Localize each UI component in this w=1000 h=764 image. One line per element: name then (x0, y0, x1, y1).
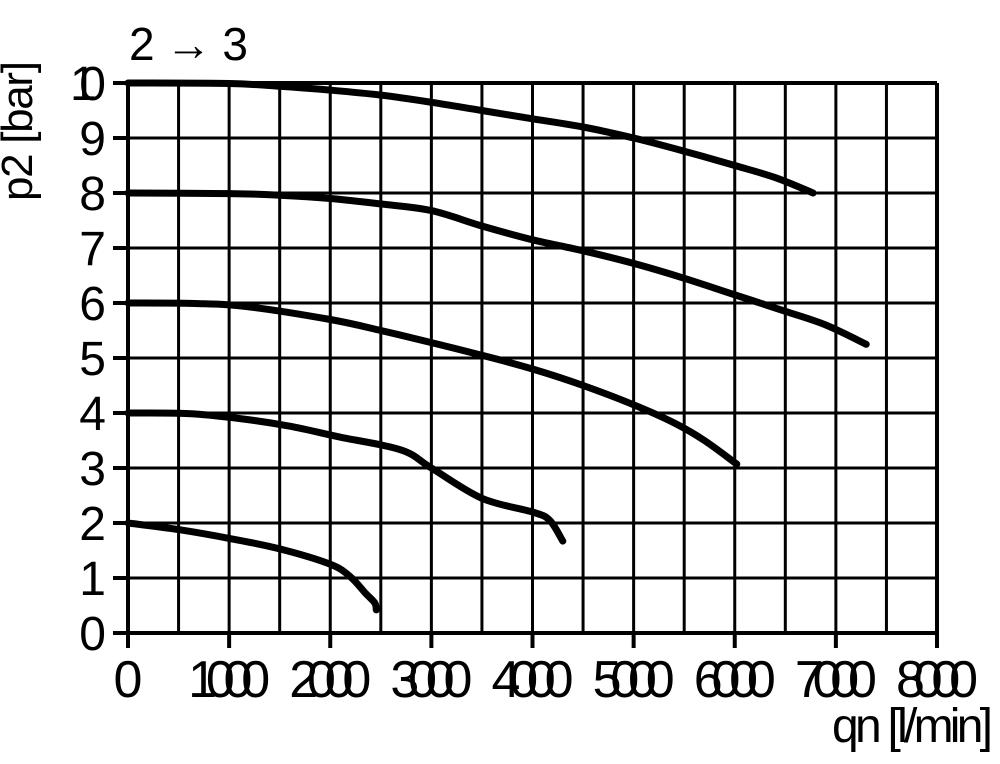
tick-labels-layer: 0 1000 2000 3000 4000 5000 6000 7000 8000 0123456… (70, 58, 978, 709)
x-tick-label: 0 (114, 651, 143, 709)
grid-layer (126, 81, 939, 635)
curve-p2-10bar (124, 79, 817, 197)
x-tick-label: 5000 (593, 651, 675, 709)
x-tick-label: 2000 (289, 651, 371, 709)
y-tick-label: 7 (79, 223, 106, 276)
ticks-layer (113, 81, 939, 648)
curve-p2-4bar (124, 409, 567, 545)
y-axis-title: p2 [bar] (0, 61, 42, 201)
y-tick-label: 5 (79, 333, 106, 386)
y-tick-label: 3 (79, 443, 106, 496)
y-tick-label: 0 (79, 608, 106, 661)
x-tick-label: 1000 (188, 651, 270, 709)
x-axis-title: qn [l/min] (832, 700, 993, 753)
y-tick-label: 10 (70, 58, 106, 111)
curve-p2-6bar (124, 299, 741, 468)
y-tick-label: 6 (79, 278, 106, 331)
curve-p2-8bar (124, 189, 870, 348)
curve-p2-2bar (124, 519, 380, 614)
x-tick-label: 7000 (795, 651, 877, 709)
x-tick-label: 6000 (694, 651, 776, 709)
y-tick-label: 9 (79, 113, 106, 166)
y-tick-label: 1 (79, 553, 106, 606)
y-tick-label: 8 (79, 168, 106, 221)
y-tick-label: 2 (79, 498, 106, 551)
x-tick-label: 3000 (390, 651, 472, 709)
curves-layer (124, 79, 870, 614)
chart-title: 2 → 3 (129, 18, 248, 70)
y-tick-label: 4 (79, 388, 106, 441)
x-tick-label: 8000 (896, 651, 978, 709)
x-tick-label: 4000 (492, 651, 574, 709)
